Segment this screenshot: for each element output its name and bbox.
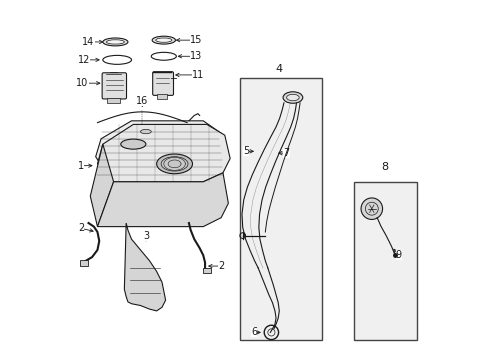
Text: 13: 13: [189, 51, 202, 61]
Bar: [107, 98, 120, 103]
Text: 3: 3: [142, 231, 149, 240]
Circle shape: [360, 198, 382, 220]
Ellipse shape: [106, 40, 124, 44]
FancyBboxPatch shape: [152, 72, 173, 95]
Text: 10: 10: [76, 78, 88, 88]
Bar: [203, 268, 211, 273]
Polygon shape: [97, 125, 230, 182]
Text: 9: 9: [395, 250, 401, 260]
Bar: [80, 260, 88, 266]
Text: 11: 11: [191, 70, 203, 80]
Text: 16: 16: [136, 96, 148, 106]
Ellipse shape: [155, 38, 171, 42]
Ellipse shape: [286, 94, 299, 101]
Ellipse shape: [156, 154, 192, 174]
Bar: [239, 78, 322, 339]
Ellipse shape: [161, 157, 187, 171]
Polygon shape: [97, 173, 228, 226]
Text: 15: 15: [189, 35, 202, 45]
Text: 14: 14: [82, 37, 95, 47]
Ellipse shape: [283, 92, 302, 103]
Polygon shape: [90, 144, 113, 226]
Polygon shape: [124, 223, 165, 311]
Text: 12: 12: [78, 55, 90, 65]
Text: 4: 4: [274, 64, 282, 74]
Ellipse shape: [121, 139, 145, 149]
Bar: [353, 182, 416, 339]
Text: 2: 2: [218, 261, 224, 271]
Ellipse shape: [152, 36, 175, 44]
Text: 2: 2: [78, 224, 84, 233]
Ellipse shape: [140, 130, 151, 134]
Bar: [157, 94, 167, 99]
Text: 5: 5: [243, 146, 249, 156]
Polygon shape: [96, 121, 228, 182]
Text: 1: 1: [78, 161, 84, 171]
Text: 6: 6: [251, 327, 257, 337]
Text: 7: 7: [283, 148, 289, 158]
FancyBboxPatch shape: [102, 73, 126, 99]
Text: 8: 8: [380, 162, 387, 172]
Ellipse shape: [102, 38, 128, 46]
